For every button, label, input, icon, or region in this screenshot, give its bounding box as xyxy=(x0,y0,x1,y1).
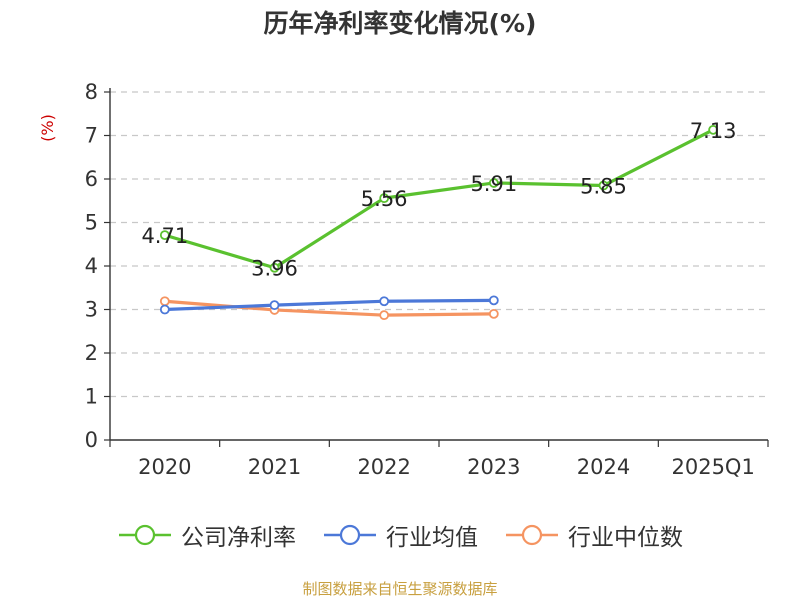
data-point xyxy=(379,310,390,321)
x-tick-label: 2020 xyxy=(138,455,191,479)
grid-layer xyxy=(110,91,768,398)
series-line xyxy=(164,299,494,317)
data-point xyxy=(488,178,499,188)
source-note: 制图数据来自恒生聚源数据库 xyxy=(302,580,498,598)
x-tick-label: 2024 xyxy=(577,455,630,479)
legend-marker-icon xyxy=(119,524,171,546)
y-axis-label: (%) xyxy=(38,114,57,142)
legend-label: 公司净利率 xyxy=(181,525,296,551)
x-tick-label: 2021 xyxy=(248,455,301,479)
data-label: 5.85 xyxy=(580,175,627,199)
data-label: 3.96 xyxy=(251,257,298,281)
data-label: 5.91 xyxy=(470,172,517,196)
chart-title: 历年净利率变化情况(%) xyxy=(263,9,537,38)
data-point xyxy=(269,262,280,273)
data-point xyxy=(488,308,499,319)
y-tick-label: 7 xyxy=(85,124,98,148)
data-point xyxy=(598,180,609,191)
y-tick-label: 1 xyxy=(85,385,98,409)
x-tick-label: 2023 xyxy=(467,455,520,479)
legend-label: 行业中位数 xyxy=(568,525,683,551)
y-tick-label: 6 xyxy=(85,167,98,191)
y-tick-label: 8 xyxy=(85,80,98,104)
y-tick-label: 5 xyxy=(85,211,98,235)
data-point xyxy=(708,124,719,135)
x-tick-label: 2022 xyxy=(357,455,410,479)
data-label: 7.13 xyxy=(690,119,737,143)
data-label: 5.56 xyxy=(361,187,408,211)
data-point xyxy=(379,296,390,307)
y-tick-label: 2 xyxy=(85,341,98,365)
data-point xyxy=(488,295,499,306)
legend-item[interactable]: 行业均值 xyxy=(322,518,478,552)
data-point xyxy=(379,193,390,204)
data-point xyxy=(159,296,170,307)
data-label: 4.71 xyxy=(141,224,188,248)
data-point xyxy=(269,300,280,311)
legend-item[interactable]: 行业中位数 xyxy=(504,518,683,552)
data-label-layer: 4.71 3.96 5.56 5.91 5.85 7.13 xyxy=(141,119,736,281)
legend-marker-icon xyxy=(324,524,376,546)
y-tick-label: 0 xyxy=(85,428,98,452)
series-line xyxy=(164,128,714,270)
series-line xyxy=(164,298,494,312)
y-tick-label: 3 xyxy=(85,298,98,322)
legend-item[interactable]: 公司净利率 xyxy=(117,518,296,552)
legend-label: 行业均值 xyxy=(386,525,478,551)
data-point xyxy=(159,230,170,241)
y-tick-label: 4 xyxy=(85,254,98,278)
legend: 公司净利率 行业均值 行业中位数 xyxy=(0,518,800,552)
x-tick-label: 2025Q1 xyxy=(671,455,754,479)
data-point xyxy=(159,304,170,315)
axis-layer: 0 1 2 3 4 5 6 7 8 2020 2021 2022 2023 2024 2025Q1 (%) xyxy=(38,80,769,479)
series-layer xyxy=(159,124,719,321)
legend-marker-icon xyxy=(506,524,558,546)
